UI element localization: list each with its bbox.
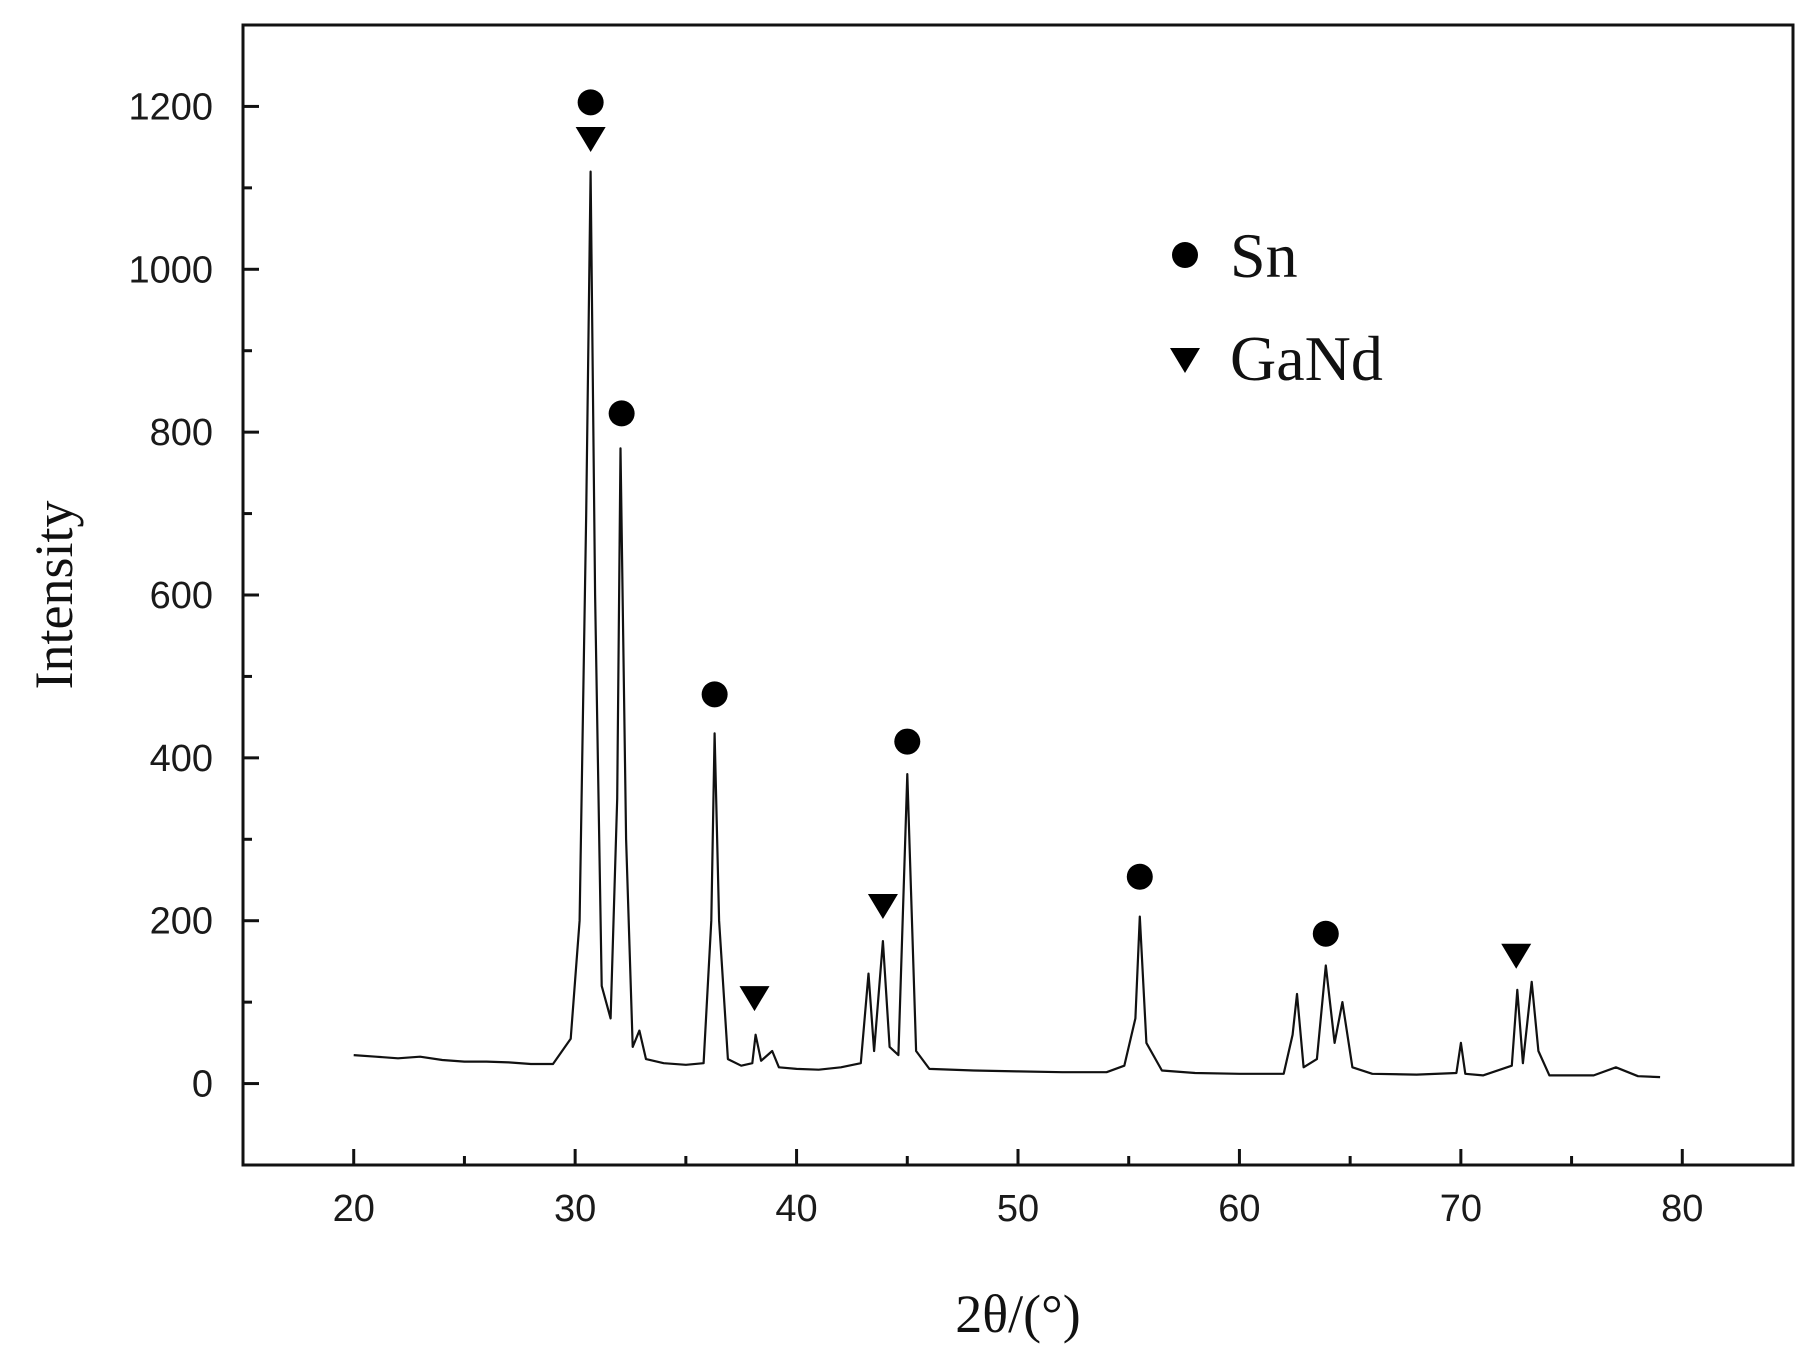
y-tick-label: 600	[150, 575, 213, 617]
gand-peak-marker	[867, 894, 898, 920]
series-layer	[353, 170, 1661, 1079]
legend: Sn GaNd	[1170, 220, 1383, 394]
sn-peak-marker	[608, 400, 635, 427]
x-axis-title: 2θ/(°)	[955, 1284, 1080, 1344]
y-tick-label: 200	[150, 901, 213, 943]
sn-peak-marker	[1126, 863, 1153, 890]
x-tick-label: 20	[333, 1188, 375, 1230]
y-tick-label: 1000	[128, 249, 213, 291]
sn-peak-marker	[894, 728, 921, 755]
sn-peak-marker	[701, 681, 728, 708]
sn-peak-marker	[577, 89, 604, 116]
plot-frame	[241, 23, 1795, 1167]
xrd-pattern-line	[353, 170, 1661, 1079]
x-tick-label: 70	[1440, 1188, 1482, 1230]
gand-peak-marker	[575, 127, 606, 152]
gand-peak-marker	[1501, 943, 1532, 969]
legend-triangle-marker	[1170, 348, 1200, 373]
y-tick-label: 400	[150, 738, 213, 780]
x-tick-label: 30	[554, 1188, 596, 1230]
y-tick-label: 1200	[128, 86, 213, 128]
x-tick-label: 80	[1661, 1188, 1703, 1230]
x-tick-label: 50	[997, 1188, 1039, 1230]
gand-peak-marker	[739, 986, 770, 1012]
legend-circle-marker	[1172, 242, 1198, 268]
y-tick-label: 0	[192, 1064, 213, 1106]
peak-markers	[575, 89, 1532, 1012]
legend-label-gand: GaNd	[1230, 323, 1383, 394]
y-tick-label: 800	[150, 412, 213, 454]
legend-label-sn: Sn	[1230, 220, 1298, 291]
sn-peak-marker	[1312, 920, 1339, 947]
x-tick-label: 40	[775, 1188, 817, 1230]
y-axis-title: Intensity	[24, 501, 84, 690]
x-tick-label: 60	[1218, 1188, 1260, 1230]
